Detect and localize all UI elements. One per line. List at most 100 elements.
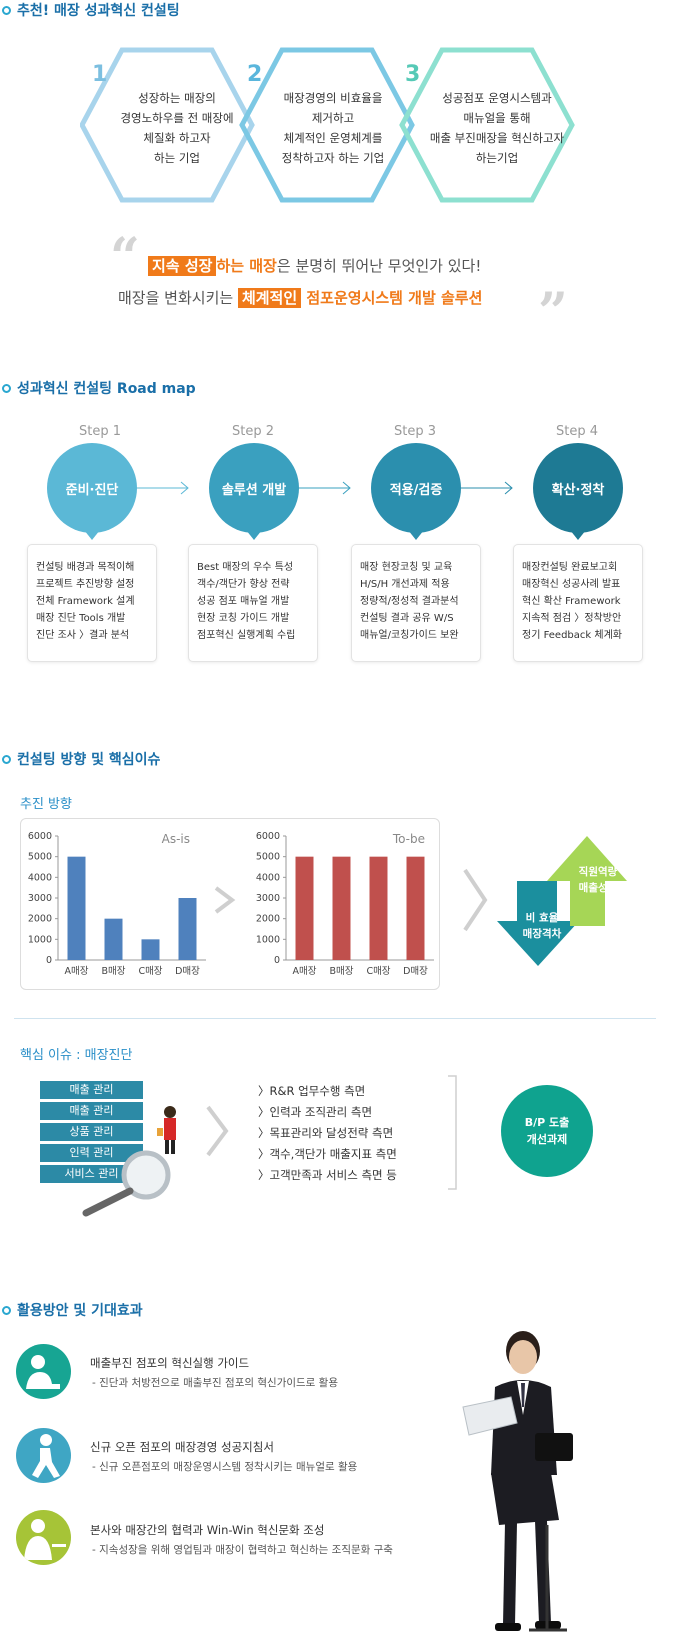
- bar-A매장: [67, 856, 86, 960]
- arrow-up-shape: [547, 836, 627, 926]
- step-circle-4: 확산·정착: [533, 443, 623, 533]
- effect-desc-1: - 진단과 처방전으로 매출부진 점포의 혁신가이드로 활용: [92, 1377, 338, 1389]
- chevron-right-icon: [206, 1105, 229, 1157]
- subtitle-direction: 추진 방향: [20, 797, 72, 812]
- effect-circle-3: [16, 1510, 71, 1565]
- arrow-up-label: 직원역량 매출성과: [578, 866, 618, 894]
- step-label-2: Step 2: [231, 424, 274, 439]
- x-tick-label: C매장: [366, 966, 390, 977]
- issue-bar-5: 서비스 관리: [40, 1165, 143, 1183]
- issue-item-5: 〉고객만족과 서비스 측면 등: [258, 1168, 397, 1182]
- bar-D매장: [406, 856, 425, 960]
- issue-bar-2: 매출 관리: [40, 1102, 143, 1120]
- effect-circle-2: [16, 1428, 71, 1483]
- quote-line-2: 매장을 변화시키는 체계적인 점포운영시스템 개발 솔루션: [118, 288, 483, 308]
- meeting-person-icon: [24, 1519, 66, 1560]
- y-tick-label: 5000: [256, 852, 280, 863]
- step-box-4: 매장컨설팅 완료보고회 매장혁신 성공사례 발표 혁신 확산 Framework 지속…: [513, 544, 643, 662]
- magnifier-person-icon: [82, 1106, 176, 1217]
- walking-person-icon: [32, 1434, 60, 1478]
- step-label-3: Step 3: [393, 424, 436, 439]
- chevron-right-icon: [463, 868, 488, 932]
- step-label-4: Step 4: [555, 424, 598, 439]
- y-tick-label: 0: [46, 955, 52, 966]
- hexagon-3: [399, 47, 575, 203]
- chart-title-1: As-is: [162, 832, 190, 846]
- x-tick-label: A매장: [65, 966, 89, 977]
- section-title-effects: 활용방안 및 기대효과: [2, 1300, 143, 1320]
- effect-title-3: 본사와 매장간의 협력과 Win-Win 혁신문화 조성: [90, 1523, 325, 1537]
- hexagon-text-3: 성공점포 운영시스템과 매뉴얼을 통해 매출 부진매장을 혁신하고자 하는기업: [429, 91, 565, 165]
- bracket-right: [448, 1075, 457, 1190]
- section-title-direction: 컨설팅 방향 및 핵심이슈: [2, 749, 160, 769]
- bar-B매장: [332, 856, 351, 960]
- circle-bullet-icon: [2, 754, 11, 764]
- bar-B매장: [104, 918, 123, 960]
- issue-bar-4: 인력 관리: [40, 1144, 143, 1162]
- quote-line-1: 지속 성장 하는 매장은 분명히 뛰어난 무엇인가 있다!: [148, 255, 481, 276]
- effect-desc-2: - 신규 오픈점포의 매장운영시스템 정착시키는 매뉴얼로 활용: [92, 1461, 358, 1473]
- x-tick-label: B매장: [330, 966, 354, 977]
- section-title-roadmap: 성과혁신 컨설팅 Road map: [2, 378, 196, 398]
- y-tick-label: 4000: [28, 872, 52, 883]
- hexagon-text-2: 매장경영의 비효율을 제거하고 체계적인 운영체계를 정착하고자 하는 기업: [281, 91, 385, 165]
- businessman-illustration: [462, 1331, 573, 1632]
- x-tick-label: D매장: [175, 966, 200, 977]
- step-circle-1: 준비·진단: [47, 443, 137, 533]
- issue-item-4: 〉객수,객단가 매출지표 측면: [258, 1147, 397, 1161]
- step-circle-3: 적용/검증: [371, 443, 461, 533]
- issue-item-1: 〉R&R 업무수행 측면: [258, 1084, 366, 1098]
- issue-item-3: 〉목표관리와 달성전략 측면: [258, 1126, 394, 1140]
- open-quote-icon: “: [110, 227, 140, 288]
- x-tick-label: A매장: [293, 966, 317, 977]
- circle-bullet-icon: [2, 1305, 11, 1315]
- hexagon-group: [80, 47, 575, 203]
- y-tick-label: 0: [274, 955, 280, 966]
- step-box-2: Best 매장의 우수 특성 객수/객단가 향상 전략 성공 점포 매뉴얼 개발 현장…: [188, 544, 318, 662]
- arrow-down-shape: [497, 881, 579, 966]
- gap-arrows: [497, 836, 627, 966]
- y-tick-label: 4000: [256, 872, 280, 883]
- hexagon-2: [239, 47, 415, 203]
- hexagon-1: [80, 47, 255, 203]
- effect-title-1: 매출부진 점포의 혁신실행 가이드: [90, 1356, 250, 1370]
- close-quote-icon: ”: [538, 282, 568, 343]
- x-tick-label: B매장: [102, 966, 126, 977]
- circle-bullet-icon: [2, 5, 11, 15]
- y-tick-label: 5000: [28, 852, 52, 863]
- issue-bar-1: 매출 관리: [40, 1081, 143, 1099]
- y-tick-label: 2000: [256, 914, 280, 925]
- hexagon-number-2: 2: [247, 62, 263, 87]
- step-circle-2: 솔루션 개발: [209, 443, 299, 533]
- x-tick-label: D매장: [403, 966, 428, 977]
- divider: [14, 1018, 656, 1019]
- y-tick-label: 3000: [28, 893, 52, 904]
- chart-title-2: To-be: [392, 832, 425, 846]
- hexagon-number-3: 3: [405, 62, 421, 87]
- section-title-recommend: 추천! 매장 성과혁신 컨설팅: [2, 0, 180, 20]
- bar-charts: As-is 0 1000 2000 3000 4000 5000 6000 A매장 B매장 C매장 D…: [28, 831, 434, 977]
- bar-C매장: [369, 856, 388, 960]
- laptop-person-icon: [26, 1355, 60, 1389]
- effect-desc-3: - 지속성장을 위해 영업팀과 매장이 협력하고 혁신하는 조직문화 구축: [92, 1544, 393, 1556]
- y-tick-label: 6000: [28, 831, 52, 842]
- chevron-right-icon: [214, 886, 236, 914]
- effect-title-2: 신규 오픈 점포의 매장경영 성공지침서: [90, 1440, 274, 1454]
- arrow-down-label: 비 효율 매장격차: [522, 912, 562, 940]
- y-tick-label: 6000: [256, 831, 280, 842]
- y-tick-label: 2000: [28, 914, 52, 925]
- y-tick-label: 3000: [256, 893, 280, 904]
- y-tick-label: 1000: [28, 934, 52, 945]
- step-box-3: 매장 현장코칭 및 교육 H/S/H 개선과제 적용 정량적/정성적 결과분석 컨설팅…: [351, 544, 481, 662]
- bar-D매장: [178, 898, 197, 960]
- circle-bullet-icon: [2, 383, 11, 393]
- step-box-1: 컨설팅 배경과 목적이해 프로젝트 추진방향 설정 전체 Framework 설계 매…: [27, 544, 157, 662]
- issue-bar-3: 상품 관리: [40, 1123, 143, 1141]
- result-circle: B/P 도출 개선과제: [501, 1085, 593, 1177]
- hexagon-number-1: 1: [92, 62, 108, 87]
- x-tick-label: C매장: [138, 966, 162, 977]
- bar-A매장: [295, 856, 314, 960]
- issue-item-2: 〉인력과 조직관리 측면: [258, 1105, 373, 1119]
- step-label-1: Step 1: [78, 424, 121, 439]
- hexagon-text-1: 성장하는 매장의 경영노하우를 전 매장에 체질화 하고자 하는 기업: [120, 91, 234, 165]
